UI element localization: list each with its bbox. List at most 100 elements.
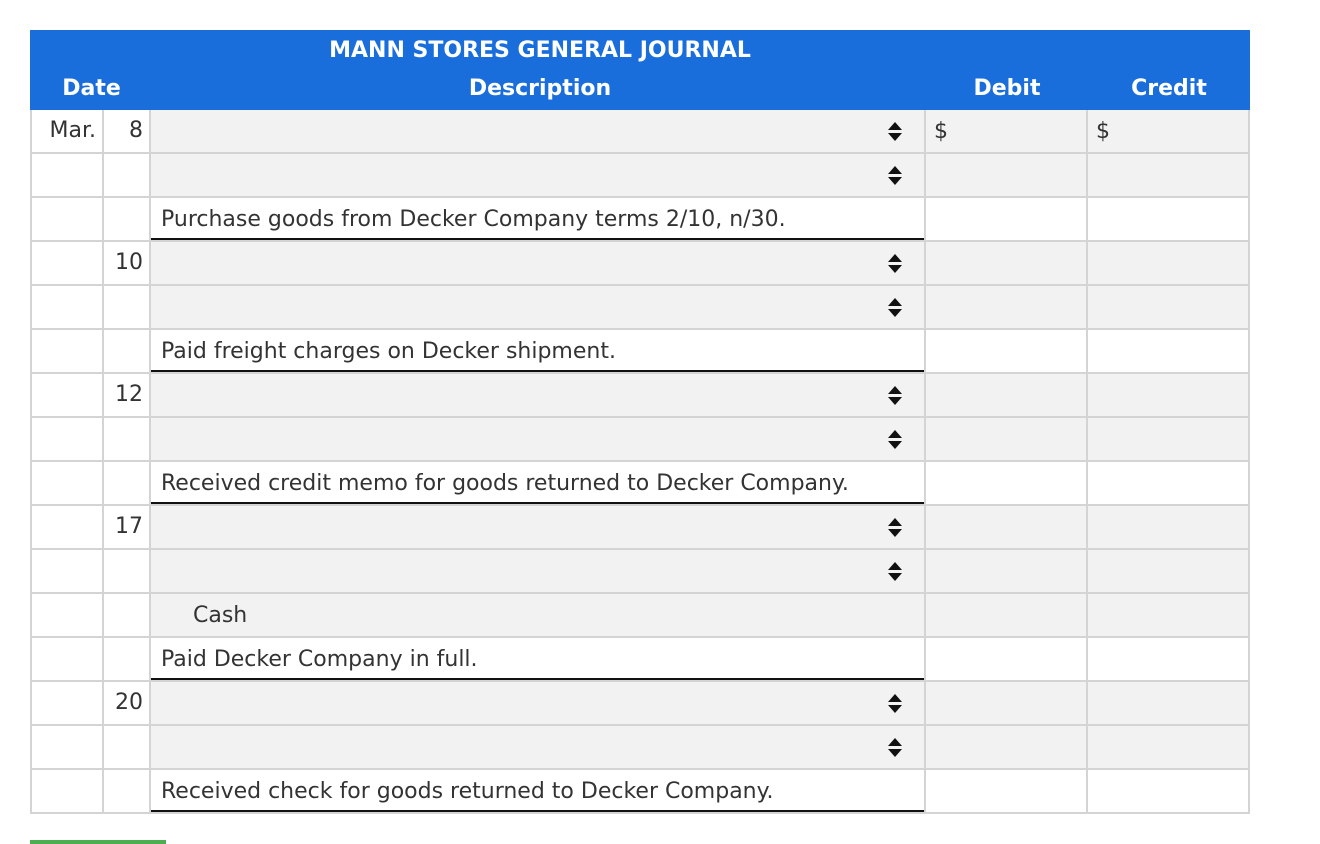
debit-column-header: Debit [973, 76, 1041, 101]
debit-input[interactable] [926, 286, 1088, 328]
debit-input[interactable] [926, 154, 1088, 196]
debit-input[interactable] [926, 594, 1088, 636]
credit-input[interactable] [1088, 154, 1250, 196]
entry-description: Received check for goods returned to Dec… [161, 779, 774, 804]
up-down-arrow-icon[interactable] [888, 737, 902, 759]
date-month-cell [30, 286, 104, 328]
date-month-cell [30, 726, 104, 768]
debit-currency-symbol: $ [934, 119, 948, 144]
description-underline [151, 502, 924, 504]
date-day-cell [104, 550, 151, 592]
up-down-arrow-icon[interactable] [888, 517, 902, 539]
credit-input[interactable] [1088, 242, 1250, 284]
account-name-cell: Cash [151, 594, 926, 636]
up-down-arrow-icon[interactable] [888, 165, 902, 187]
credit-column-header: Credit [1131, 76, 1207, 101]
debit-input[interactable] [926, 726, 1088, 768]
up-down-arrow-icon[interactable] [888, 253, 902, 275]
journal-row [30, 286, 1250, 330]
debit-input[interactable] [926, 682, 1088, 724]
entry-description: Received credit memo for goods returned … [161, 471, 849, 496]
date-month-cell [30, 198, 104, 240]
credit-cell [1088, 638, 1250, 680]
up-down-arrow-icon[interactable] [888, 121, 902, 143]
up-down-arrow-icon[interactable] [888, 693, 902, 715]
credit-input[interactable] [1088, 286, 1250, 328]
journal-row: 12 [30, 374, 1250, 418]
date-day-cell [104, 286, 151, 328]
entry-description-cell: Received credit memo for goods returned … [151, 462, 926, 504]
credit-cell [1088, 770, 1250, 812]
description-underline [151, 810, 924, 812]
entry-description-cell: Purchase goods from Decker Company terms… [151, 198, 926, 240]
journal-row: Paid freight charges on Decker shipment. [30, 330, 1250, 374]
entry-description: Paid freight charges on Decker shipment. [161, 339, 616, 364]
account-select[interactable] [151, 506, 926, 548]
date-column-header: Date [62, 76, 121, 101]
debit-cell [926, 330, 1088, 372]
up-down-arrow-icon[interactable] [888, 429, 902, 451]
debit-cell [926, 638, 1088, 680]
account-select[interactable] [151, 682, 926, 724]
account-select[interactable] [151, 154, 926, 196]
account-select[interactable] [151, 418, 926, 460]
journal-row: Purchase goods from Decker Company terms… [30, 198, 1250, 242]
credit-cell [1088, 330, 1250, 372]
account-select[interactable] [151, 550, 926, 592]
credit-input[interactable] [1088, 726, 1250, 768]
journal-header: MANN STORES GENERAL JOURNAL Date Descrip… [30, 30, 1250, 110]
date-day-cell: 20 [104, 682, 151, 724]
account-select[interactable] [151, 374, 926, 416]
description-underline [151, 238, 924, 240]
credit-input[interactable] [1088, 594, 1250, 636]
debit-input[interactable] [926, 374, 1088, 416]
account-select[interactable] [151, 242, 926, 284]
journal-row: Paid Decker Company in full. [30, 638, 1250, 682]
journal-row: 17 [30, 506, 1250, 550]
debit-cell [926, 770, 1088, 812]
credit-input[interactable]: $ [1088, 110, 1250, 152]
date-month-cell [30, 638, 104, 680]
debit-input[interactable] [926, 506, 1088, 548]
journal-row: 10 [30, 242, 1250, 286]
date-day-cell: 8 [104, 110, 151, 152]
up-down-arrow-icon[interactable] [888, 297, 902, 319]
credit-input[interactable] [1088, 374, 1250, 416]
date-day-cell [104, 462, 151, 504]
up-down-arrow-icon[interactable] [888, 385, 902, 407]
date-month-cell [30, 242, 104, 284]
account-select[interactable] [151, 110, 926, 152]
credit-input[interactable] [1088, 682, 1250, 724]
date-month-cell [30, 462, 104, 504]
journal-row [30, 154, 1250, 198]
up-down-arrow-icon[interactable] [888, 561, 902, 583]
journal-row: 20 [30, 682, 1250, 726]
date-day-cell [104, 770, 151, 812]
journal-row: Received credit memo for goods returned … [30, 462, 1250, 506]
credit-input[interactable] [1088, 550, 1250, 592]
date-month-cell [30, 594, 104, 636]
description-underline [151, 678, 924, 680]
debit-input[interactable]: $ [926, 110, 1088, 152]
description-underline [151, 370, 924, 372]
journal-row [30, 418, 1250, 462]
journal-rows: Mar. 8 $ $ Purchase goods from Decker Compan… [30, 110, 1250, 814]
debit-cell [926, 462, 1088, 504]
credit-cell [1088, 198, 1250, 240]
debit-input[interactable] [926, 418, 1088, 460]
debit-input[interactable] [926, 550, 1088, 592]
date-day-cell [104, 594, 151, 636]
date-month-cell [30, 506, 104, 548]
date-month-cell [30, 770, 104, 812]
account-select[interactable] [151, 726, 926, 768]
journal-title: MANN STORES GENERAL JOURNAL [329, 38, 751, 63]
journal-row: Cash [30, 594, 1250, 638]
date-month-cell [30, 682, 104, 724]
entry-description: Purchase goods from Decker Company terms… [161, 207, 786, 232]
date-month-cell [30, 418, 104, 460]
credit-input[interactable] [1088, 418, 1250, 460]
date-day-cell: 12 [104, 374, 151, 416]
debit-input[interactable] [926, 242, 1088, 284]
account-select[interactable] [151, 286, 926, 328]
credit-input[interactable] [1088, 506, 1250, 548]
